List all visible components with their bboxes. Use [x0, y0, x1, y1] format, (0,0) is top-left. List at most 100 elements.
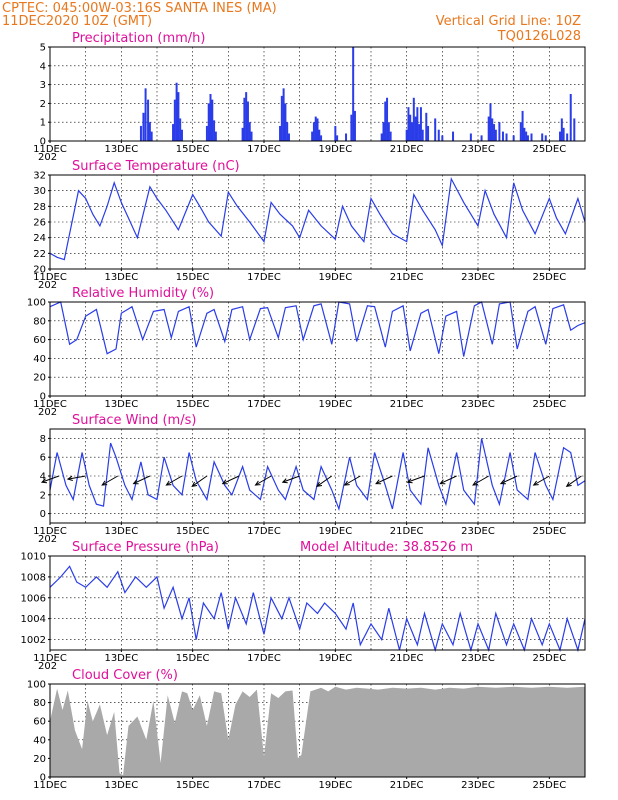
wind-xtick-label: 17DEC: [247, 526, 281, 537]
wind-xtick-label: 15DEC: [176, 526, 210, 537]
pres-panel: 1002 1004 1006 1008 1010 11DEC 13DEC 15DEC 17DEC…: [21, 540, 586, 672]
wind-arrow-head: [439, 479, 446, 485]
wind-arrow: [472, 475, 489, 486]
wind-series-line: [49, 438, 586, 512]
wind-arrow-head: [532, 480, 539, 486]
cloud-xtick-label: 13DEC: [104, 780, 138, 791]
precip-bar: [320, 135, 323, 141]
cloud-xtick-label: 21DEC: [390, 780, 424, 791]
precip-bar: [419, 107, 422, 141]
wind-arrow: [133, 475, 151, 485]
precip-bar: [452, 131, 455, 141]
wind-arrow-head: [565, 481, 572, 487]
wind-arrow-head: [375, 479, 382, 485]
temp-xtick-label: 23DEC: [461, 272, 495, 283]
precip-frame: [49, 46, 586, 142]
pres-frame: [49, 555, 586, 651]
wind-arrow-head: [40, 478, 48, 484]
precip-bar: [245, 92, 248, 141]
rh-year-fragment: 202: [38, 407, 57, 418]
precip-bar: [211, 99, 214, 141]
precip-bar: [243, 97, 246, 141]
temp-panel: 20 22 24 26 28 30 32 11DEC 13DEC 15DEC 17DEC 19DEC 2…: [33, 159, 586, 291]
precip-bar: [512, 135, 515, 141]
wind-arrow: [222, 475, 240, 485]
pres-ytick-label: 1004: [21, 614, 46, 625]
precip-bar: [416, 107, 419, 141]
cloud-xtick-label: 17DEC: [247, 780, 281, 791]
precip-bar: [387, 122, 390, 141]
precip-ytick-label: 2: [40, 99, 46, 110]
precip-xtick-label: 21DEC: [390, 144, 424, 155]
temp-xtick-label: 19DEC: [318, 272, 352, 283]
precip-bar: [505, 133, 508, 141]
precip-bar: [523, 127, 526, 141]
precip-bar: [144, 88, 147, 141]
precip-ytick-label: 1: [40, 118, 46, 129]
wind-xtick-label: 19DEC: [318, 526, 352, 537]
wind-arrow-head: [316, 481, 323, 487]
precip-ytick-label: 0: [40, 137, 46, 148]
rh-ytick-label: 20: [33, 373, 46, 384]
temp-xtick-label: 21DEC: [390, 272, 424, 283]
wind-arrow-head: [191, 481, 198, 487]
header: CPTEC: 045:00W-03:16S SANTA INES (MA) 11…: [2, 1, 581, 44]
precip-bar: [173, 99, 176, 141]
wind-xtick-label: 11DEC: [33, 526, 67, 537]
wind-arrow-head: [254, 480, 261, 486]
precip-bar: [336, 135, 339, 141]
precip-bar: [350, 114, 353, 141]
precip-bar: [569, 94, 572, 141]
rh-xtick-label: 11DEC: [33, 399, 67, 410]
precip-bar: [177, 92, 180, 141]
precip-ytick-label: 3: [40, 80, 46, 91]
precip-bar: [521, 110, 524, 141]
wind-title: Surface Wind (m/s): [72, 413, 196, 428]
precip-bar: [409, 114, 412, 141]
wind-arrow-head: [406, 478, 413, 484]
wind-arrow-head: [472, 480, 479, 486]
pres-xtick-label: 15DEC: [176, 653, 210, 664]
precip-bar: [427, 125, 430, 141]
cloud-xtick-label: 15DEC: [176, 780, 210, 791]
header-model: TQ0126L028: [497, 29, 581, 44]
precip-bar: [246, 101, 249, 141]
rh-frame: [49, 301, 586, 397]
temp-series-line: [49, 176, 586, 261]
rh-ytick-label: 100: [27, 298, 46, 309]
pres-ytick-label: 1008: [21, 572, 46, 583]
pres-ytick-label: 1010: [21, 552, 46, 563]
precip-bar: [213, 120, 216, 141]
precip-xtick-label: 13DEC: [104, 144, 138, 155]
wind-arrow: [166, 475, 183, 486]
pres-ytick-label: 1002: [21, 635, 46, 646]
rh-xtick-label: 13DEC: [104, 399, 138, 410]
temp-xtick-label: 17DEC: [247, 272, 281, 283]
precip-bar: [334, 125, 337, 141]
precip-bar: [489, 103, 492, 141]
precip-bar: [318, 129, 321, 141]
temp-xtick-label: 11DEC: [33, 272, 67, 283]
precip-bar: [316, 118, 319, 141]
precip-bar: [179, 118, 182, 141]
precip-bar: [525, 131, 528, 141]
precip-bar: [421, 129, 424, 141]
wind-arrow: [67, 475, 86, 480]
precip-bar: [205, 125, 208, 141]
precip-bar: [573, 118, 576, 141]
precip-bar: [386, 97, 389, 141]
header-date: 11DEC2020 10Z (GMT): [2, 14, 152, 29]
temp-xtick-label: 15DEC: [176, 272, 210, 283]
wind-year-fragment: 202: [38, 534, 57, 545]
temp-title: Surface Temperature (nC): [72, 159, 240, 174]
cloud-xtick-label: 23DEC: [461, 780, 495, 791]
wind-xtick-label: 23DEC: [461, 526, 495, 537]
precip-title: Precipitation (mm/h): [72, 31, 205, 46]
wind-ytick-label: 2: [40, 490, 46, 501]
precip-bar: [405, 129, 408, 141]
cloud-ytick-label: 0: [40, 773, 46, 784]
wind-arrow-head: [343, 480, 350, 486]
wind-arrow: [375, 475, 393, 485]
precip-bar: [412, 97, 415, 141]
